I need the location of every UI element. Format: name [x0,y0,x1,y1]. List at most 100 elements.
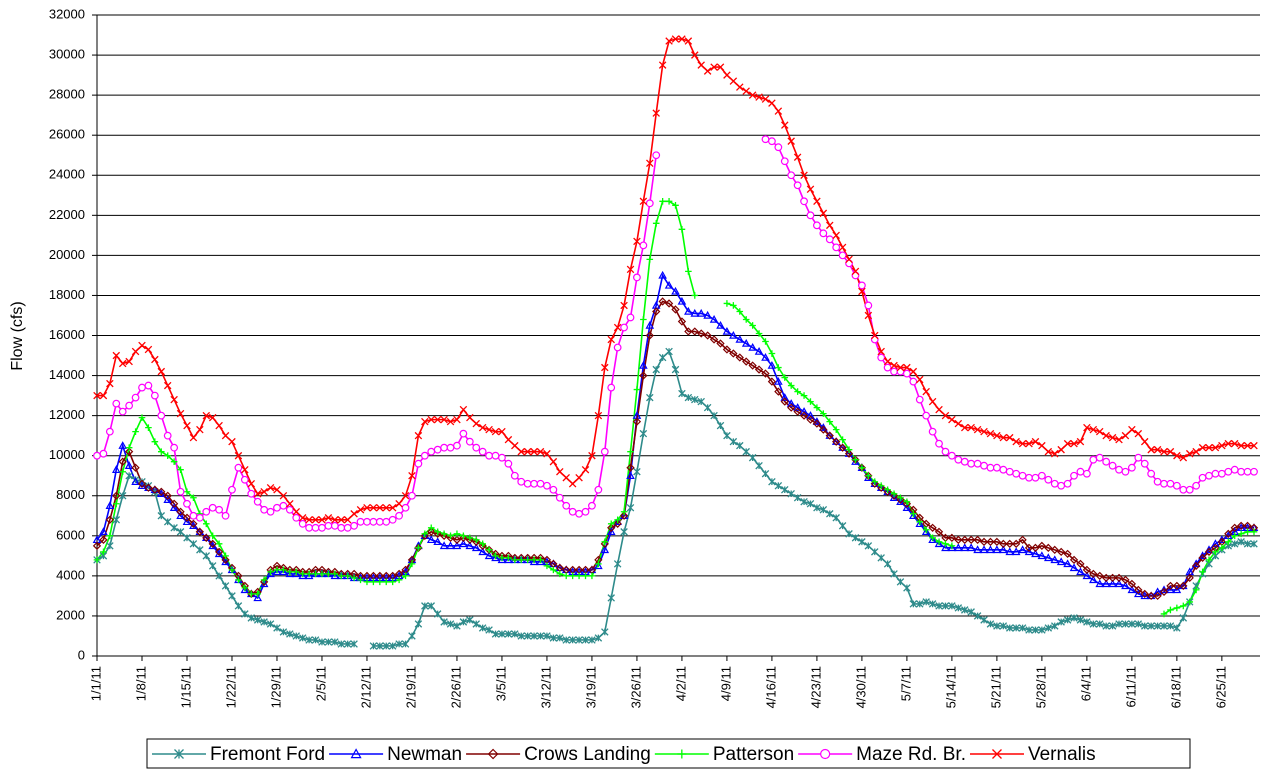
point-marker [767,377,777,386]
point-marker [517,477,526,486]
point-marker [196,546,204,554]
point-marker [684,306,693,315]
point-marker [671,35,680,43]
y-tick-label: 20000 [49,247,85,262]
point-marker [1031,626,1040,634]
point-marker [954,604,963,612]
point-marker [536,557,545,566]
point-marker [543,632,551,640]
point-marker [826,221,834,230]
point-marker [864,471,873,480]
point-marker [414,620,423,628]
point-marker [1244,528,1251,536]
point-marker [375,517,384,526]
point-marker [1167,606,1174,614]
point-marker [505,554,512,562]
point-marker [742,316,750,323]
point-marker [124,461,134,469]
point-marker [568,479,577,488]
point-marker [272,567,282,576]
point-marker [234,451,243,460]
point-marker [813,504,821,512]
point-marker [690,308,700,317]
point-marker [549,634,558,642]
point-marker [774,481,783,490]
point-marker [613,519,622,528]
point-marker [832,426,840,433]
point-marker [1205,471,1213,480]
point-marker [118,457,127,466]
point-marker [1012,469,1021,478]
point-marker [1076,616,1085,624]
point-marker [1199,568,1206,576]
point-marker [145,424,152,431]
point-marker [1005,539,1014,548]
point-marker [703,67,712,75]
point-marker [646,393,654,402]
x-tick-label: 5/14/11 [943,666,958,708]
point-marker [440,443,449,452]
point-marker [395,511,404,520]
point-marker [993,622,1001,630]
point-marker [1211,469,1220,478]
point-marker [1140,589,1149,599]
point-marker [190,494,197,502]
point-marker [838,443,847,452]
point-marker [1224,529,1233,538]
point-marker [826,418,834,425]
point-marker [812,419,822,428]
point-marker [613,560,622,568]
point-marker [664,299,674,308]
point-marker [640,316,647,323]
point-marker [408,560,416,568]
point-marker [1127,579,1137,589]
point-marker [768,137,776,146]
point-marker [420,531,429,540]
point-marker [1211,539,1220,548]
y-tick-label: 4000 [56,567,85,582]
point-marker [1076,467,1085,476]
point-marker [921,527,931,536]
point-marker [832,437,841,446]
point-marker [967,459,976,468]
point-marker [452,535,462,544]
point-marker [510,471,519,480]
point-marker [922,411,931,420]
point-marker [774,377,783,385]
point-marker [762,338,769,345]
point-marker [620,508,628,516]
point-marker [568,636,577,644]
point-marker [99,535,108,544]
point-marker [151,438,159,445]
point-marker [440,530,448,538]
point-marker [260,505,269,514]
point-marker [1011,547,1021,556]
point-marker [446,533,455,542]
point-marker [150,391,159,400]
point-marker [787,489,795,498]
point-marker [639,429,648,438]
point-marker [433,445,442,454]
point-marker [1121,431,1130,440]
point-marker [106,379,114,388]
point-marker [607,523,616,532]
point-marker [793,403,802,411]
y-tick-label: 12000 [49,407,85,422]
point-marker [980,616,988,624]
point-marker [735,334,745,343]
point-marker [453,622,461,630]
point-marker [1089,455,1098,464]
point-marker [427,527,436,536]
point-marker [677,296,687,305]
point-marker [292,568,300,576]
point-marker [1147,469,1156,478]
point-marker [530,632,538,640]
y-tick-label: 18000 [49,287,85,302]
point-marker [729,437,738,446]
point-marker [453,530,461,538]
x-tick-label: 5/21/11 [988,666,1003,708]
point-marker [472,419,480,428]
point-marker [202,552,211,560]
point-marker [1166,479,1175,488]
point-marker [825,431,834,440]
